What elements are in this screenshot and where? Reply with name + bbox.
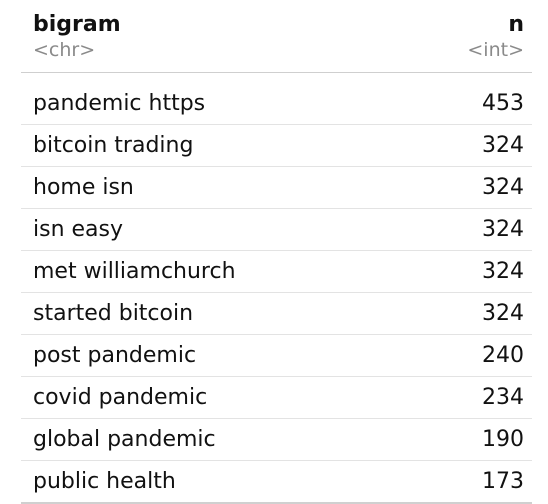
table-body: pandemic https 453 bitcoin trading 324 h… — [21, 83, 532, 504]
table-row: global pandemic 190 — [21, 419, 532, 461]
table-row: home isn 324 — [21, 167, 532, 209]
column-type: <int> — [467, 39, 524, 61]
cell-bigram: public health — [33, 468, 176, 494]
cell-bigram: post pandemic — [33, 342, 197, 368]
cell-n: 173 — [482, 468, 524, 494]
cell-bigram: bitcoin trading — [33, 132, 194, 158]
table-row: isn easy 324 — [21, 209, 532, 251]
cell-n: 324 — [482, 216, 524, 242]
table-row: pandemic https 453 — [21, 83, 532, 125]
cell-bigram: home isn — [33, 174, 134, 200]
table-row: met williamchurch 324 — [21, 251, 532, 293]
table-header: bigram <chr> n <int> — [21, 8, 532, 73]
cell-bigram: met williamchurch — [33, 258, 236, 284]
table-row: covid pandemic 234 — [21, 377, 532, 419]
cell-bigram: pandemic https — [33, 90, 206, 116]
cell-n: 324 — [482, 300, 524, 326]
cell-bigram: global pandemic — [33, 426, 216, 452]
column-header-bigram: bigram <chr> — [33, 12, 121, 62]
cell-bigram: covid pandemic — [33, 384, 208, 410]
cell-n: 324 — [482, 132, 524, 158]
cell-n: 324 — [482, 174, 524, 200]
column-name: bigram — [33, 12, 121, 37]
cell-bigram: started bitcoin — [33, 300, 194, 326]
column-header-n: n <int> — [467, 12, 524, 62]
table-row: started bitcoin 324 — [21, 293, 532, 335]
cell-n: 190 — [482, 426, 524, 452]
column-name: n — [508, 12, 524, 37]
cell-n: 453 — [482, 90, 524, 116]
table-row: bitcoin trading 324 — [21, 125, 532, 167]
cell-n: 234 — [482, 384, 524, 410]
data-table: bigram <chr> n <int> pandemic https 453 … — [21, 8, 532, 504]
cell-n: 240 — [482, 342, 524, 368]
cell-bigram: isn easy — [33, 216, 124, 242]
table-row: public health 173 — [21, 461, 532, 504]
table-row: post pandemic 240 — [21, 335, 532, 377]
cell-n: 324 — [482, 258, 524, 284]
column-type: <chr> — [33, 39, 96, 61]
